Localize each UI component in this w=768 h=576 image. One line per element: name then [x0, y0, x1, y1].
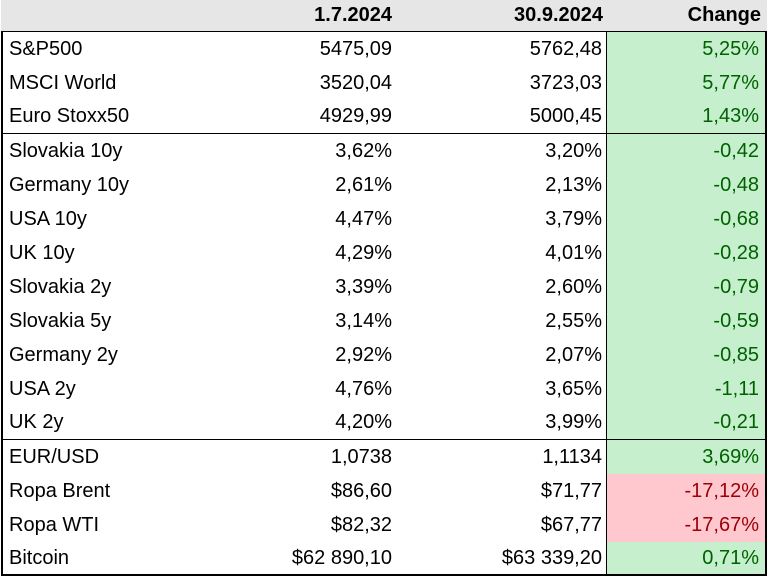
table-row: Slovakia 5y 3,14% 2,55% -0,59 — [1, 304, 767, 338]
row-change-cell: 3,69% — [607, 440, 767, 474]
row-end-value-cell: 4,01% — [400, 236, 607, 270]
row-change-cell: 1,43% — [607, 100, 767, 133]
table-row: MSCI World 3520,04 3723,03 5,77% — [1, 66, 767, 100]
row-end-value-cell: 3,20% — [400, 134, 607, 168]
row-end-value-cell: 2,07% — [400, 338, 607, 372]
row-end-value-cell: 3723,03 — [400, 66, 607, 100]
row-end-value-cell: 1,1134 — [400, 440, 607, 474]
table-body: S&P500 5475,09 5762,48 5,25% MSCI World 3520,… — [1, 32, 767, 576]
row-start-value-cell: 3520,04 — [319, 71, 392, 94]
row-start-value-cell: $86,60 — [330, 479, 392, 502]
table-row: USA 2y 4,76% 3,65% -1,11 — [1, 372, 767, 406]
table-row: Germany 10y 2,61% 2,13% -0,48 — [1, 168, 767, 202]
table-row: Euro Stoxx50 4929,99 5000,45 1,43% — [1, 100, 767, 134]
row-name-cell: UK 10y — [1, 236, 201, 270]
row-end-value-cell: $63 339,20 — [400, 542, 607, 574]
row-start-value-cell: 3,14% — [335, 309, 392, 332]
table-row: UK 10y 4,29% 4,01% -0,28 — [1, 236, 767, 270]
row-start-value-cell: $62 890,10 — [291, 546, 392, 569]
row-name-cell: Euro Stoxx50 — [1, 100, 201, 133]
row-end-value-cell: 3,65% — [400, 372, 607, 406]
table-row: Ropa Brent $86,60 $71,77 -17,12% — [1, 474, 767, 508]
row-start-value-cell: 1,0738 — [330, 445, 392, 468]
table-row: Slovakia 10y 3,62% 3,20% -0,42 — [1, 134, 767, 168]
row-end-value-cell: 2,60% — [400, 270, 607, 304]
row-name-cell: S&P500 — [1, 32, 201, 66]
row-change-cell: -0,68 — [607, 202, 767, 236]
row-start-value-cell: 4,29% — [335, 241, 392, 264]
row-start-value-cell: 3,39% — [335, 275, 392, 298]
header-row: 1.7.2024 30.9.2024 Change — [1, 0, 767, 32]
row-end-value-cell: 5762,48 — [400, 32, 607, 66]
row-start-value-cell: 4,76% — [335, 377, 392, 400]
row-change-cell: -0,59 — [607, 304, 767, 338]
row-name-cell: UK 2y — [1, 406, 201, 439]
row-change-cell: -0,48 — [607, 168, 767, 202]
row-start-value-cell: 2,61% — [335, 173, 392, 196]
table-row: Ropa WTI $82,32 $67,77 -17,67% — [1, 508, 767, 542]
row-start-value-cell: 5475,09 — [319, 37, 392, 60]
row-change-cell: -0,79 — [607, 270, 767, 304]
row-end-value-cell: 3,99% — [400, 406, 607, 439]
table-row: USA 10y 4,47% 3,79% -0,68 — [1, 202, 767, 236]
row-change-cell: 0,71% — [607, 542, 767, 574]
row-change-cell: -17,12% — [607, 474, 767, 508]
row-start-value-cell: 4,47% — [335, 207, 392, 230]
header-cell-name — [1, 0, 201, 31]
row-start-value-cell: 4,20% — [335, 411, 392, 433]
table-row: Slovakia 2y 3,39% 2,60% -0,79 — [1, 270, 767, 304]
row-end-value-cell: 2,55% — [400, 304, 607, 338]
row-change-cell: 5,77% — [607, 66, 767, 100]
row-name-cell: MSCI World — [1, 66, 201, 100]
row-start-value-cell: 4929,99 — [319, 105, 392, 127]
row-name-cell: EUR/USD — [1, 440, 201, 474]
row-end-value-cell: 3,79% — [400, 202, 607, 236]
row-end-value-cell: 5000,45 — [400, 100, 607, 133]
row-name-cell: Slovakia 2y — [1, 270, 201, 304]
row-change-cell: -0,85 — [607, 338, 767, 372]
table-row: Bitcoin $62 890,10 $63 339,20 0,71% — [1, 542, 767, 576]
row-name-cell: Slovakia 10y — [1, 134, 201, 168]
row-change-cell: -0,42 — [607, 134, 767, 168]
header-cell-start-date: 1.7.2024 — [314, 4, 392, 26]
row-start-value-cell: 2,92% — [335, 343, 392, 366]
table-row: EUR/USD 1,0738 1,1134 3,69% — [1, 440, 767, 474]
table-row: Germany 2y 2,92% 2,07% -0,85 — [1, 338, 767, 372]
row-name-cell: USA 10y — [1, 202, 201, 236]
table-row: S&P500 5475,09 5762,48 5,25% — [1, 32, 767, 66]
row-end-value-cell: 2,13% — [400, 168, 607, 202]
row-name-cell: Germany 2y — [1, 338, 201, 372]
row-name-cell: Ropa WTI — [1, 508, 201, 542]
row-name-cell: Slovakia 5y — [1, 304, 201, 338]
table-row: UK 2y 4,20% 3,99% -0,21 — [1, 406, 767, 440]
row-name-cell: Ropa Brent — [1, 474, 201, 508]
header-cell-end-date: 30.9.2024 — [514, 4, 603, 26]
row-change-cell: 5,25% — [607, 32, 767, 66]
row-name-cell: Bitcoin — [1, 542, 201, 574]
row-change-cell: -1,11 — [607, 372, 767, 406]
row-end-value-cell: $67,77 — [400, 508, 607, 542]
row-name-cell: Germany 10y — [1, 168, 201, 202]
row-change-cell: -17,67% — [607, 508, 767, 542]
row-change-cell: -0,21 — [607, 406, 767, 439]
row-change-cell: -0,28 — [607, 236, 767, 270]
row-start-value-cell: $82,32 — [330, 513, 392, 536]
row-start-value-cell: 3,62% — [335, 139, 392, 162]
row-end-value-cell: $71,77 — [400, 474, 607, 508]
row-name-cell: USA 2y — [1, 372, 201, 406]
header-cell-change: Change — [687, 4, 761, 26]
